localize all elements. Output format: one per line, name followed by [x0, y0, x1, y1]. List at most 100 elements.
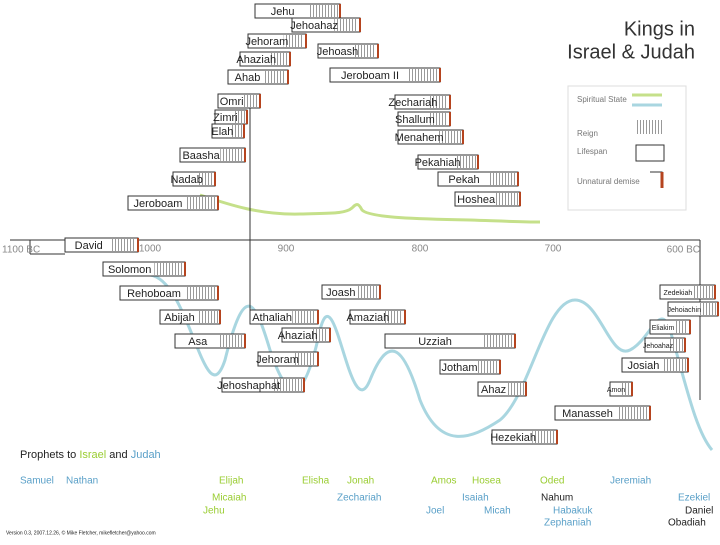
reign — [308, 5, 338, 17]
king-name: Zedekiah — [663, 290, 692, 297]
king: Nadab — [170, 171, 216, 187]
king: Ahaziah — [236, 51, 291, 67]
king: Amaziah — [346, 309, 406, 325]
king-name: Hoshea — [457, 194, 496, 206]
timeline-label: 1100 BC — [2, 245, 40, 256]
prophet: Zephaniah — [544, 518, 591, 529]
king: Jotham — [439, 359, 501, 375]
king-name: Joash — [326, 287, 355, 299]
prophet: Micah — [484, 506, 511, 517]
reign — [662, 359, 686, 371]
king-name: Jotham — [441, 362, 477, 374]
king-name: Jehoahaz — [290, 20, 338, 32]
reign — [620, 383, 630, 395]
prophet: Daniel — [685, 506, 713, 517]
legend-label: Unnatural demise — [577, 177, 640, 186]
king: Jehoahaz — [290, 17, 361, 33]
king-name: Jehoram — [245, 36, 288, 48]
heading-part: Prophets to — [20, 449, 79, 461]
legend-lifespan — [635, 144, 665, 162]
legend-reign — [636, 120, 662, 134]
prophet: Hosea — [472, 476, 501, 487]
king: Athaliah — [249, 309, 319, 325]
prophet: Jehu — [203, 506, 225, 517]
king-name: Solomon — [108, 264, 151, 276]
king-name: Eliakim — [652, 325, 675, 332]
king-name: Ahab — [235, 72, 261, 84]
prophet: Amos — [431, 476, 457, 487]
king: Josiah — [621, 357, 689, 373]
king-name: Ahaziah — [278, 330, 318, 342]
title: Kings in — [624, 18, 695, 40]
legend-demise — [650, 171, 663, 188]
king: Hoshea — [454, 191, 521, 207]
prophet: Jeremiah — [610, 476, 651, 487]
reign — [220, 149, 243, 161]
reign — [429, 113, 448, 125]
prophet: Nathan — [66, 476, 98, 487]
reign — [532, 431, 555, 443]
reign — [477, 361, 498, 373]
king-name: Jehoiachin — [668, 307, 702, 314]
reign — [488, 173, 516, 185]
king: Pekah — [437, 171, 519, 187]
prophet: Zechariah — [337, 493, 381, 504]
heading-part: Judah — [131, 449, 161, 461]
reign — [693, 286, 713, 298]
reign — [669, 339, 683, 351]
king-name: Amaziah — [346, 312, 389, 324]
king: David — [64, 237, 139, 253]
reign — [674, 321, 688, 333]
king: Menahem — [395, 129, 464, 145]
reign — [357, 286, 378, 298]
reign — [154, 263, 183, 275]
prophet: Nahum — [541, 493, 573, 504]
king: Ahaziah — [278, 327, 331, 343]
timeline-label: 1000 — [139, 244, 162, 255]
king: Jehoahaz — [643, 337, 686, 353]
prophet: Oded — [540, 476, 564, 487]
timeline-label: 900 — [278, 244, 295, 255]
reign — [618, 407, 648, 419]
reign — [455, 156, 476, 168]
heading-part: and — [106, 449, 130, 461]
reign — [292, 311, 316, 323]
reign — [295, 353, 316, 365]
king: Amon — [607, 381, 633, 397]
legend-label: Spiritual State — [577, 95, 627, 104]
king: Jehoshaphat — [217, 377, 305, 393]
king-name: Manasseh — [562, 408, 613, 420]
prophet: Jonah — [347, 476, 374, 487]
king-name: David — [75, 240, 103, 252]
reign — [283, 35, 304, 47]
king-name: Zechariah — [388, 97, 437, 109]
reign — [507, 383, 524, 395]
reign — [483, 335, 513, 347]
reign — [243, 95, 258, 107]
king-name: Ahaziah — [236, 54, 276, 66]
legend-label: Reign — [577, 129, 598, 138]
king: Jehoash — [317, 43, 379, 59]
judah-spiritual-curve — [149, 273, 714, 451]
legend-box — [567, 85, 687, 211]
king-name: Asa — [188, 336, 208, 348]
legend-label: Lifespan — [577, 147, 607, 156]
prophet: Habakuk — [553, 506, 593, 517]
reign — [273, 379, 302, 391]
reign — [270, 53, 288, 65]
king: Abijah — [159, 309, 221, 325]
king-name: Nadab — [170, 174, 202, 186]
reign — [197, 311, 218, 323]
reign — [230, 125, 242, 137]
king: Zechariah — [388, 94, 451, 110]
timeline-label: 700 — [545, 244, 562, 255]
king: Joash — [321, 284, 381, 300]
king-name: Rehoboam — [127, 288, 181, 300]
prophet: Isaiah — [462, 493, 489, 504]
king-name: Jehoahaz — [643, 343, 674, 350]
prophet: Ezekiel — [678, 493, 710, 504]
reign — [334, 19, 358, 31]
king: Jehoram — [256, 351, 319, 367]
king: Solomon — [102, 261, 186, 277]
